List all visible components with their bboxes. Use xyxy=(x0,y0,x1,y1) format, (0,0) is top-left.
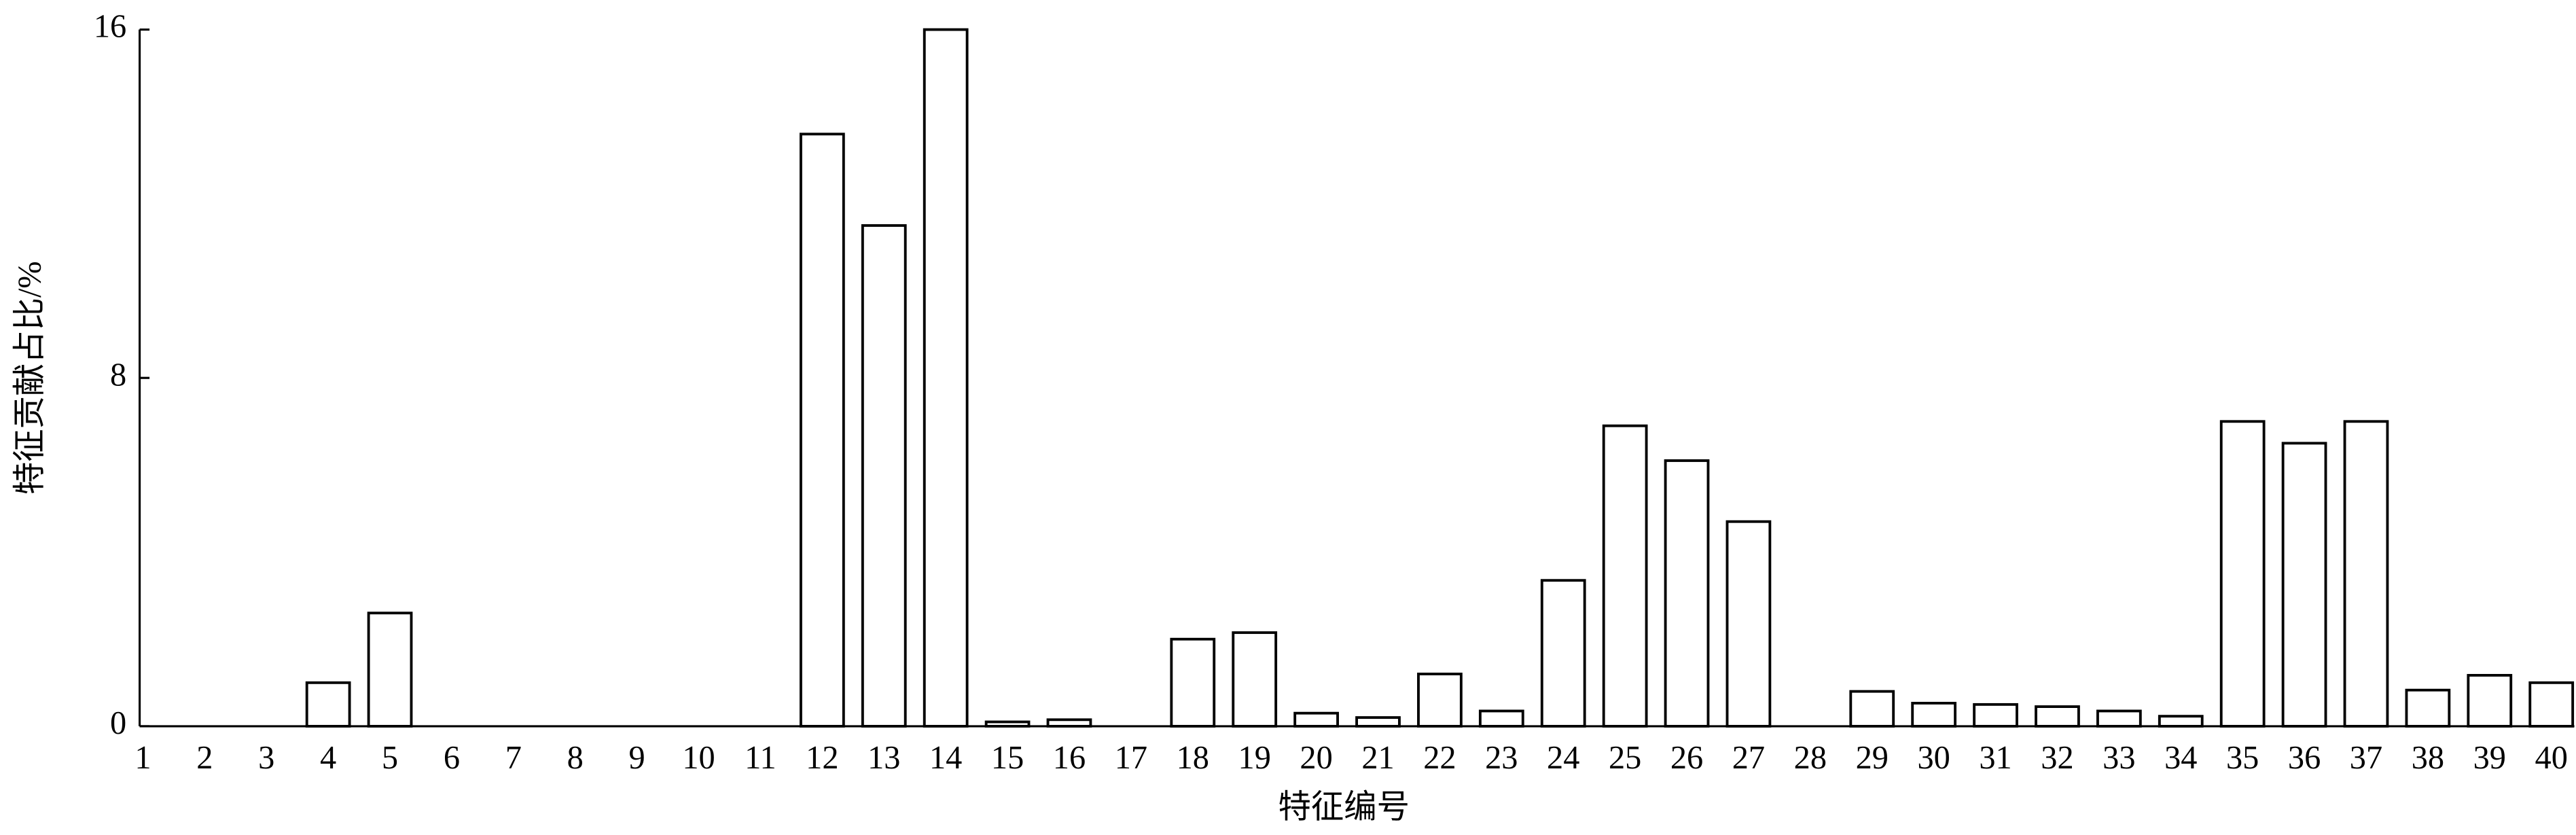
x-tick-label: 10 xyxy=(682,740,715,776)
bar xyxy=(2035,705,2080,728)
x-tick-label: 19 xyxy=(1238,740,1271,776)
bar xyxy=(1973,703,2018,728)
bar xyxy=(1417,673,1463,728)
bar xyxy=(1170,637,1216,728)
x-tick-label: 32 xyxy=(2041,740,2073,776)
bar xyxy=(1725,520,1772,728)
y-tick-label: 16 xyxy=(94,9,126,45)
x-tick-label: 28 xyxy=(1794,740,1827,776)
x-tick-label: 37 xyxy=(2350,740,2382,776)
x-tick-label: 17 xyxy=(1115,740,1147,776)
bar xyxy=(2096,709,2142,728)
bar xyxy=(1478,709,1524,728)
x-tick-label: 2 xyxy=(196,740,213,776)
y-tick-label: 0 xyxy=(110,705,126,741)
bar xyxy=(2467,673,2513,728)
x-tick-label: 27 xyxy=(1732,740,1765,776)
x-tick-label: 30 xyxy=(1917,740,1950,776)
x-tick-label: 36 xyxy=(2288,740,2321,776)
x-tick-label: 31 xyxy=(1979,740,2011,776)
x-tick-label: 7 xyxy=(505,740,522,776)
x-tick-label: 24 xyxy=(1547,740,1579,776)
x-tick-label: 34 xyxy=(2164,740,2197,776)
bar xyxy=(2219,420,2266,728)
x-tick-label: 38 xyxy=(2412,740,2444,776)
bar xyxy=(2405,688,2451,728)
x-tick-label: 16 xyxy=(1053,740,1086,776)
bar xyxy=(1602,424,1648,728)
x-tick-label: 15 xyxy=(991,740,1024,776)
x-tick-label: 4 xyxy=(320,740,336,776)
bar xyxy=(1911,702,1957,728)
bar xyxy=(2528,681,2575,728)
bar xyxy=(1664,459,1710,728)
y-tick-label: 8 xyxy=(110,357,126,393)
x-tick-label: 35 xyxy=(2226,740,2259,776)
bar xyxy=(799,132,845,728)
x-tick-label: 3 xyxy=(258,740,274,776)
bar xyxy=(2343,420,2389,728)
bar xyxy=(1849,690,1895,728)
x-tick-label: 9 xyxy=(629,740,645,776)
bar xyxy=(1355,716,1401,728)
x-tick-label: 40 xyxy=(2535,740,2568,776)
x-tick-label: 23 xyxy=(1485,740,1518,776)
x-tick-label: 33 xyxy=(2103,740,2135,776)
bar xyxy=(1293,711,1339,728)
bar xyxy=(367,611,413,728)
x-tick-label: 13 xyxy=(867,740,900,776)
bar xyxy=(1046,718,1092,728)
x-tick-label: 20 xyxy=(1300,740,1332,776)
bar xyxy=(2281,442,2327,728)
bar xyxy=(861,224,907,728)
x-tick-label: 6 xyxy=(444,740,460,776)
x-tick-label: 11 xyxy=(745,740,776,776)
x-tick-label: 26 xyxy=(1670,740,1703,776)
bar xyxy=(923,28,969,728)
y-axis-label: 特征贡献占比/% xyxy=(12,261,48,495)
x-axis-label: 特征编号 xyxy=(1278,789,1409,825)
x-tick-label: 39 xyxy=(2473,740,2506,776)
bar xyxy=(305,681,351,728)
bar xyxy=(1540,579,1586,728)
x-tick-label: 21 xyxy=(1361,740,1394,776)
x-tick-label: 22 xyxy=(1423,740,1456,776)
x-tick-label: 1 xyxy=(135,740,151,776)
x-tick-label: 5 xyxy=(382,740,398,776)
x-tick-label: 18 xyxy=(1177,740,1209,776)
bar xyxy=(984,720,1031,728)
x-tick-label: 14 xyxy=(929,740,962,776)
bar xyxy=(1232,631,1278,728)
x-tick-label: 29 xyxy=(1856,740,1889,776)
x-tick-label: 25 xyxy=(1609,740,1641,776)
x-tick-label: 8 xyxy=(567,740,584,776)
x-tick-label: 12 xyxy=(806,740,838,776)
bar xyxy=(2158,715,2204,728)
